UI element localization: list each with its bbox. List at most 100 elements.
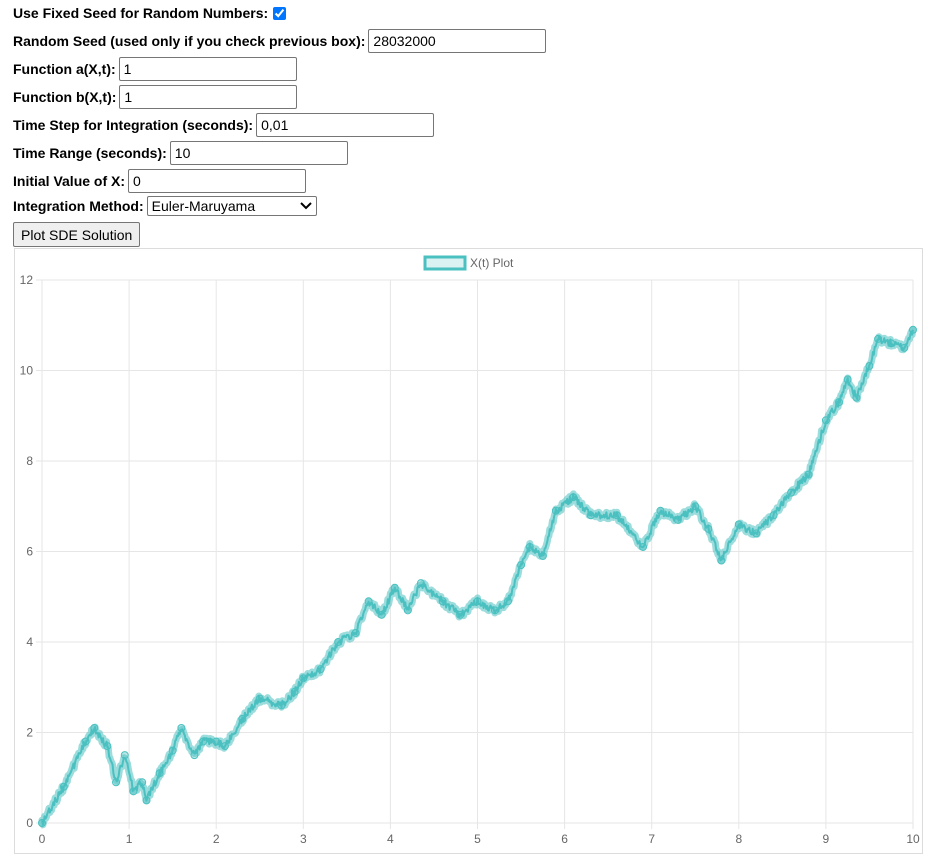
data-point <box>787 488 796 497</box>
data-point <box>299 674 308 683</box>
y-tick-label: 0 <box>26 816 33 830</box>
data-point <box>438 597 447 606</box>
data-point <box>168 746 177 755</box>
data-point <box>821 416 830 425</box>
func-b-label: Function b(X,t): <box>13 89 117 105</box>
data-point <box>900 343 909 352</box>
x-tick-label: 0 <box>39 832 46 846</box>
data-point <box>517 561 526 570</box>
data-point <box>717 556 726 565</box>
method-selected-value: Euler-Maruyama <box>151 198 256 214</box>
data-point <box>290 687 299 696</box>
data-point <box>81 737 90 746</box>
fixed-seed-row: Use Fixed Seed for Random Numbers: <box>13 0 287 26</box>
data-point <box>569 493 578 502</box>
time-step-label: Time Step for Integration (seconds): <box>13 117 254 133</box>
data-point <box>804 470 813 479</box>
y-tick-label: 10 <box>20 364 34 378</box>
data-point <box>177 723 186 732</box>
legend-swatch <box>423 255 467 271</box>
x-tick-label: 2 <box>213 832 220 846</box>
data-point <box>612 511 621 520</box>
y-tick-label: 6 <box>26 545 33 559</box>
method-select[interactable]: Euler-Maruyama <box>146 196 317 216</box>
data-point <box>129 787 138 796</box>
time-step-input[interactable] <box>256 113 435 137</box>
time-step-row: Time Step for Integration (seconds): <box>13 112 435 138</box>
chevron-down-icon <box>299 202 312 210</box>
data-point <box>456 610 465 619</box>
data-point <box>503 597 512 606</box>
data-point <box>351 628 360 637</box>
x-tick-label: 10 <box>906 832 920 846</box>
legend-label: X(t) Plot <box>470 256 514 270</box>
func-b-input[interactable] <box>119 85 298 109</box>
plot-sde-button[interactable]: Plot SDE Solution <box>13 222 141 247</box>
data-point <box>865 361 874 370</box>
data-point <box>752 529 761 538</box>
x-tick-label: 9 <box>823 832 830 846</box>
x-tick-label: 3 <box>300 832 307 846</box>
data-point <box>656 506 665 515</box>
data-point <box>103 742 112 751</box>
method-label: Integration Method: <box>13 198 144 214</box>
data-point <box>843 375 852 384</box>
seed-label: Random Seed (used only if you check prev… <box>13 33 366 49</box>
data-point <box>212 737 221 746</box>
func-a-row: Function a(X,t): <box>13 56 297 82</box>
data-point <box>316 665 325 674</box>
data-point <box>38 819 46 827</box>
data-point <box>909 325 917 334</box>
data-point <box>887 339 896 348</box>
x-tick-label: 1 <box>126 832 133 846</box>
data-point <box>691 502 700 511</box>
data-point <box>155 769 164 778</box>
data-point <box>220 742 229 751</box>
data-point <box>142 796 151 805</box>
chart-container: 0 1 2 3 4 5 6 7 8 9 10 0 2 4 6 8 10 12 X(t) Plot <box>14 248 923 854</box>
y-tick-label: 8 <box>26 454 33 468</box>
data-point <box>416 579 425 588</box>
data-point <box>538 552 547 561</box>
method-row: Integration Method: Euler-Maruyama <box>13 193 317 219</box>
seed-input[interactable] <box>368 29 547 53</box>
data-point <box>525 542 534 551</box>
data-point <box>190 751 199 760</box>
fixed-seed-label: Use Fixed Seed for Random Numbers: <box>13 5 269 21</box>
x-tick-label: 6 <box>561 832 568 846</box>
data-point <box>473 597 482 606</box>
func-a-input[interactable] <box>118 57 297 81</box>
fixed-seed-checkbox[interactable] <box>273 6 287 20</box>
y-tick-label: 12 <box>20 273 34 287</box>
initial-value-label: Initial Value of X: <box>13 173 126 189</box>
data-point <box>334 638 343 646</box>
data-point <box>769 511 778 520</box>
time-range-input[interactable] <box>169 141 348 165</box>
x-tick-label: 4 <box>387 832 394 846</box>
y-tick-label: 4 <box>26 635 33 649</box>
data-point <box>551 506 560 515</box>
data-point <box>586 511 595 520</box>
data-point <box>490 606 499 615</box>
data-point <box>199 737 208 746</box>
initial-value-input[interactable] <box>128 169 307 193</box>
data-point <box>238 714 247 723</box>
data-point <box>638 542 647 551</box>
time-range-row: Time Range (seconds): <box>13 140 348 166</box>
y-tick-label: 2 <box>26 726 33 740</box>
x-tick-label: 8 <box>735 832 742 846</box>
data-point <box>138 778 147 787</box>
data-point <box>90 723 99 732</box>
data-point <box>120 751 129 760</box>
initial-value-row: Initial Value of X: <box>13 168 307 194</box>
data-point <box>734 520 743 529</box>
data-point <box>390 583 399 592</box>
time-range-label: Time Range (seconds): <box>13 145 167 161</box>
data-point <box>364 597 373 606</box>
data-point <box>255 694 264 703</box>
data-point <box>673 515 682 524</box>
data-point <box>704 524 713 533</box>
x-tick-label: 5 <box>474 832 481 846</box>
seed-row: Random Seed (used only if you check prev… <box>13 28 547 54</box>
